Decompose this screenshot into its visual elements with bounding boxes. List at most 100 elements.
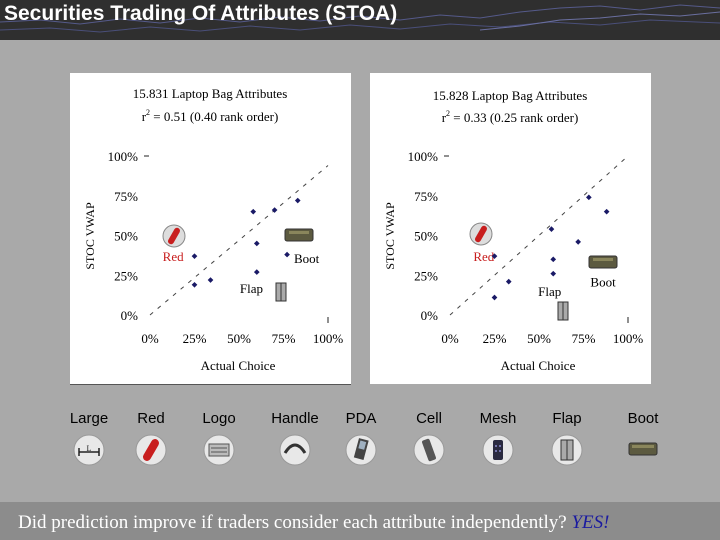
chart-subtitle: r2 = 0.33 (0.25 rank order)	[442, 109, 579, 125]
red-bag-icon	[162, 224, 186, 248]
flap-icon	[275, 282, 287, 302]
attribute-label: PDA	[345, 410, 377, 427]
title-bar: Securities Trading Of Attributes (STOA)	[0, 0, 720, 40]
attribute-label: Mesh	[479, 410, 517, 427]
attribute-flap: Flap	[532, 410, 602, 467]
x-tick-label: 100%	[313, 331, 344, 346]
annotation-label: Red	[473, 249, 494, 264]
data-point	[550, 270, 557, 277]
attribute-label: Cell	[416, 410, 442, 427]
attribute-handle: Handle	[260, 410, 330, 467]
title-bar-pattern	[0, 4, 720, 33]
data-point	[603, 208, 610, 215]
data-point	[491, 294, 498, 301]
data-point	[294, 197, 301, 204]
chart-subtitle: r2 = 0.51 (0.40 rank order)	[142, 108, 279, 124]
y-tick-label: 100%	[108, 149, 139, 164]
attribute-label: Red	[137, 410, 165, 427]
data-point	[505, 278, 512, 285]
attribute-pda: PDA	[326, 410, 396, 467]
data-point	[207, 277, 214, 283]
attribute-cell: Cell	[394, 410, 464, 467]
x-axis-label: Actual Choice	[501, 358, 576, 373]
chart-left-underline	[70, 384, 351, 385]
cell-phone-icon	[413, 434, 445, 466]
y-tick-label: 50%	[114, 229, 138, 244]
attribute-large: Large L	[54, 410, 124, 467]
x-tick-label: 0%	[141, 331, 159, 346]
annotation-label: Flap	[538, 284, 561, 299]
data-point	[548, 226, 555, 232]
x-tick-label: 100%	[613, 331, 644, 346]
x-axis-label: Actual Choice	[201, 358, 276, 373]
attribute-mesh: Mesh	[463, 410, 533, 467]
data-point	[191, 281, 198, 288]
attribute-row: Large L Red Logo Handle PDA	[0, 410, 720, 470]
annotation-label: Boot	[294, 251, 320, 266]
chart-right-panel: 15.828 Laptop Bag Attributes r2 = 0.33 (…	[370, 73, 651, 384]
bottom-bar	[0, 502, 720, 540]
x-tick-label: 50%	[227, 331, 251, 346]
data-point	[191, 253, 198, 259]
pda-icon	[345, 434, 377, 466]
chart-title: 15.831 Laptop Bag Attributes	[133, 86, 288, 101]
data-point	[253, 240, 260, 247]
handle-icon	[279, 434, 311, 466]
attribute-label: Flap	[552, 410, 582, 427]
attribute-label: Large	[69, 410, 109, 427]
y-tick-label: 25%	[414, 268, 438, 283]
x-tick-label: 75%	[272, 331, 296, 346]
y-tick-label: 25%	[114, 268, 138, 283]
trend-line	[149, 165, 329, 316]
y-tick-label: 0%	[421, 308, 439, 323]
data-point	[586, 194, 592, 201]
x-tick-label: 50%	[527, 331, 551, 346]
attribute-label: Logo	[202, 410, 236, 427]
chart-left-panel: 15.831 Laptop Bag Attributes r2 = 0.51 (…	[70, 73, 351, 384]
chart-right: 15.828 Laptop Bag Attributes r2 = 0.33 (…	[383, 88, 644, 373]
y-tick-label: 75%	[414, 189, 438, 204]
mesh-pocket-icon	[482, 434, 514, 466]
attribute-red: Red	[116, 410, 186, 467]
slide-title: Securities Trading Of Attributes (STOA)	[4, 2, 398, 25]
boot-icon	[588, 255, 618, 269]
red-bag-icon	[135, 434, 167, 466]
red-bag-icon	[469, 222, 493, 246]
x-tick-label: 25%	[483, 331, 507, 346]
x-tick-label: 0%	[441, 331, 459, 346]
annotation-label: Red	[163, 249, 184, 264]
flap-icon	[557, 301, 569, 321]
y-tick-label: 75%	[114, 189, 138, 204]
y-axis-label: STOC VWAP	[83, 202, 97, 270]
answer: YES!	[571, 512, 610, 533]
attribute-boot: Boot	[608, 410, 678, 467]
data-point	[253, 269, 260, 275]
data-point	[271, 207, 278, 213]
attribute-label: Handle	[271, 410, 319, 427]
y-tick-label: 50%	[414, 229, 438, 244]
annotation-label: Boot	[590, 275, 616, 290]
large-bag-icon: L	[73, 434, 105, 466]
annotation-label: Flap	[240, 281, 263, 296]
data-point	[550, 256, 557, 263]
boot-icon	[284, 228, 314, 242]
y-tick-label: 0%	[121, 308, 139, 323]
x-tick-label: 75%	[572, 331, 596, 346]
flap-icon	[551, 434, 583, 466]
boot-icon	[628, 442, 658, 456]
data-point	[284, 251, 290, 258]
question-text: Did prediction improve if traders consid…	[18, 512, 609, 534]
data-point	[250, 208, 257, 215]
attribute-label: Boot	[627, 410, 659, 427]
chart-left: 15.831 Laptop Bag Attributes r2 = 0.51 (…	[83, 86, 344, 373]
chart-title: 15.828 Laptop Bag Attributes	[433, 88, 588, 103]
x-tick-label: 25%	[183, 331, 207, 346]
question: Did prediction improve if traders consid…	[18, 512, 567, 533]
data-point	[491, 253, 498, 259]
svg-text:L: L	[87, 444, 92, 453]
logo-bag-icon	[203, 434, 235, 466]
attribute-logo: Logo	[184, 410, 254, 467]
y-axis-label: STOC VWAP	[383, 202, 397, 270]
data-point	[575, 239, 581, 245]
y-tick-label: 100%	[408, 149, 439, 164]
